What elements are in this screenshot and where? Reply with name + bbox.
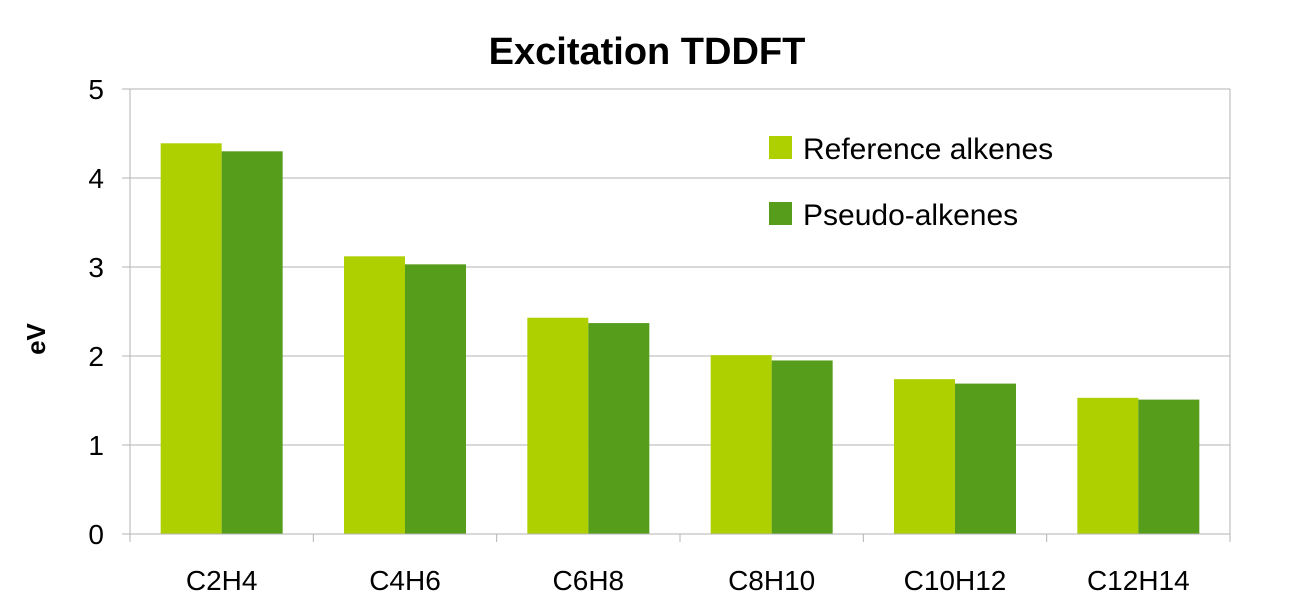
y-tick-label: 1 [88,430,104,461]
gridlines [130,88,1230,446]
tick-labels: 0 1 2 3 4 5 C2H4 C4H6 C6H8 C8H10 C10H12 C12H14 [88,74,1189,596]
legend-label: Pseudo-alkenes [803,199,1018,232]
x-tick-label: C6H8 [553,565,625,596]
legend-label: Reference alkenes [803,133,1053,166]
bar-reference-alkenes-c6h8 [527,317,589,534]
x-tick-label: C8H10 [728,565,815,596]
bar-pseudo-alkenes-c12h14 [1138,399,1200,534]
bar-reference-alkenes-c12h14 [1077,397,1139,534]
bar-reference-alkenes-c2h4 [160,143,222,535]
bar-pseudo-alkenes-c6h8 [588,323,650,534]
chart-title: Excitation TDDFT [489,31,806,73]
bar-pseudo-alkenes-c2h4 [221,151,283,535]
y-axis-label: eV [21,322,51,354]
y-tick-label: 0 [88,519,104,550]
bar-pseudo-alkenes-c4h6 [405,264,466,534]
bar-reference-alkenes-c4h6 [344,256,405,534]
bar-pseudo-alkenes-c10h12 [955,383,1016,534]
x-tick-label: C2H4 [186,565,258,596]
legend: Reference alkenes Pseudo-alkenes [769,133,1053,232]
y-tick-label: 4 [88,163,104,194]
bar-reference-alkenes-c10h12 [894,379,955,534]
bars [160,143,1200,535]
legend-swatch [769,202,792,225]
legend-swatch [769,136,792,159]
y-tick-label: 5 [88,74,104,105]
bar-reference-alkenes-c8h10 [710,355,772,534]
bar-pseudo-alkenes-c8h10 [771,360,833,534]
axes [122,88,1231,542]
y-tick-label: 2 [88,341,104,372]
x-tick-label: C12H14 [1087,565,1190,596]
x-tick-label: C10H12 [904,565,1007,596]
y-tick-label: 3 [88,252,104,283]
x-tick-label: C4H6 [369,565,441,596]
